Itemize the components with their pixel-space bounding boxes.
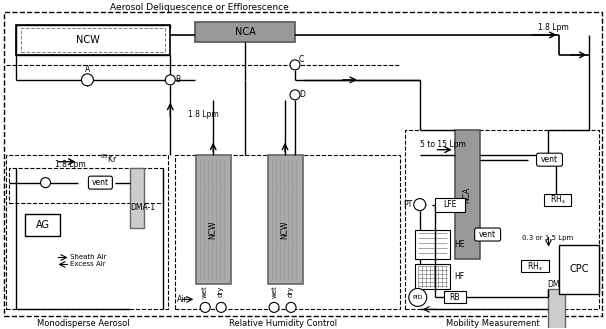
Circle shape <box>269 302 279 312</box>
Circle shape <box>409 289 427 306</box>
Bar <box>435 198 465 212</box>
Bar <box>8 168 163 203</box>
Bar <box>405 130 599 309</box>
Bar <box>521 261 548 272</box>
Bar <box>25 214 60 236</box>
Text: HE: HE <box>454 240 465 249</box>
Circle shape <box>286 302 296 312</box>
Text: NCA: NCA <box>462 187 471 203</box>
Bar <box>5 155 168 309</box>
Text: Sheath Air: Sheath Air <box>70 255 107 261</box>
Text: 1.8 Lpm: 1.8 Lpm <box>538 23 568 33</box>
FancyBboxPatch shape <box>536 153 562 166</box>
Text: 0.3 or 1.5 Lpm: 0.3 or 1.5 Lpm <box>522 235 573 240</box>
Text: PT: PT <box>404 200 413 209</box>
Bar <box>16 25 170 55</box>
Circle shape <box>165 75 175 85</box>
Circle shape <box>216 302 226 312</box>
Text: $^{85}$Kr: $^{85}$Kr <box>101 152 118 165</box>
Text: dry: dry <box>217 286 223 297</box>
Circle shape <box>290 90 300 100</box>
Text: DMA-2: DMA-2 <box>547 280 572 289</box>
Text: RH$_s$: RH$_s$ <box>550 193 565 206</box>
Bar <box>415 265 450 290</box>
Text: RB: RB <box>450 293 460 302</box>
Text: wet: wet <box>202 285 208 298</box>
Text: Aerosol Deliquescence or Efflorescence: Aerosol Deliquescence or Efflorescence <box>110 4 289 13</box>
Text: CPC: CPC <box>570 265 589 274</box>
Text: RH$_s$: RH$_s$ <box>527 260 542 273</box>
Text: Air: Air <box>177 295 188 304</box>
FancyBboxPatch shape <box>88 176 112 189</box>
Text: 1.8 Lpm: 1.8 Lpm <box>56 160 86 169</box>
Text: AG: AG <box>36 219 50 230</box>
Text: A: A <box>85 65 90 74</box>
Circle shape <box>414 199 426 211</box>
Text: vent: vent <box>92 178 109 187</box>
Text: NCW: NCW <box>281 220 290 239</box>
Text: Relative Humidity Control: Relative Humidity Control <box>229 319 337 328</box>
Text: NCW: NCW <box>208 220 218 239</box>
Bar <box>196 155 231 285</box>
Text: NCW: NCW <box>76 35 99 45</box>
Text: NCA: NCA <box>235 27 256 37</box>
Bar <box>454 130 480 260</box>
Bar <box>130 168 144 228</box>
Bar <box>547 290 565 329</box>
Text: vent: vent <box>479 230 496 239</box>
Bar <box>415 230 450 260</box>
Circle shape <box>290 60 300 70</box>
Text: DMA-1: DMA-1 <box>130 203 156 212</box>
Text: D: D <box>299 90 305 99</box>
Text: 5 to 15 Lpm: 5 to 15 Lpm <box>420 140 465 149</box>
Bar <box>559 244 599 294</box>
Bar <box>268 155 303 285</box>
Bar <box>195 22 295 42</box>
Circle shape <box>41 178 50 188</box>
Circle shape <box>81 74 93 86</box>
Text: PID: PID <box>413 295 423 300</box>
Text: C: C <box>299 55 304 64</box>
Circle shape <box>200 302 210 312</box>
Text: Monodisperse Aerosol: Monodisperse Aerosol <box>37 319 130 328</box>
Text: dry: dry <box>288 286 294 297</box>
Text: Excess Air: Excess Air <box>70 262 106 267</box>
Bar <box>544 194 571 206</box>
Text: wet: wet <box>272 285 278 298</box>
Text: B: B <box>175 75 181 84</box>
Bar <box>175 155 400 309</box>
Bar <box>21 28 165 52</box>
Text: Mobility Measurement: Mobility Measurement <box>446 319 539 328</box>
Bar <box>444 291 465 303</box>
Text: HF: HF <box>454 272 465 281</box>
Text: vent: vent <box>541 155 558 164</box>
Text: 1.8 Lpm: 1.8 Lpm <box>188 110 219 119</box>
Text: LFE: LFE <box>443 200 456 209</box>
FancyBboxPatch shape <box>474 228 501 241</box>
